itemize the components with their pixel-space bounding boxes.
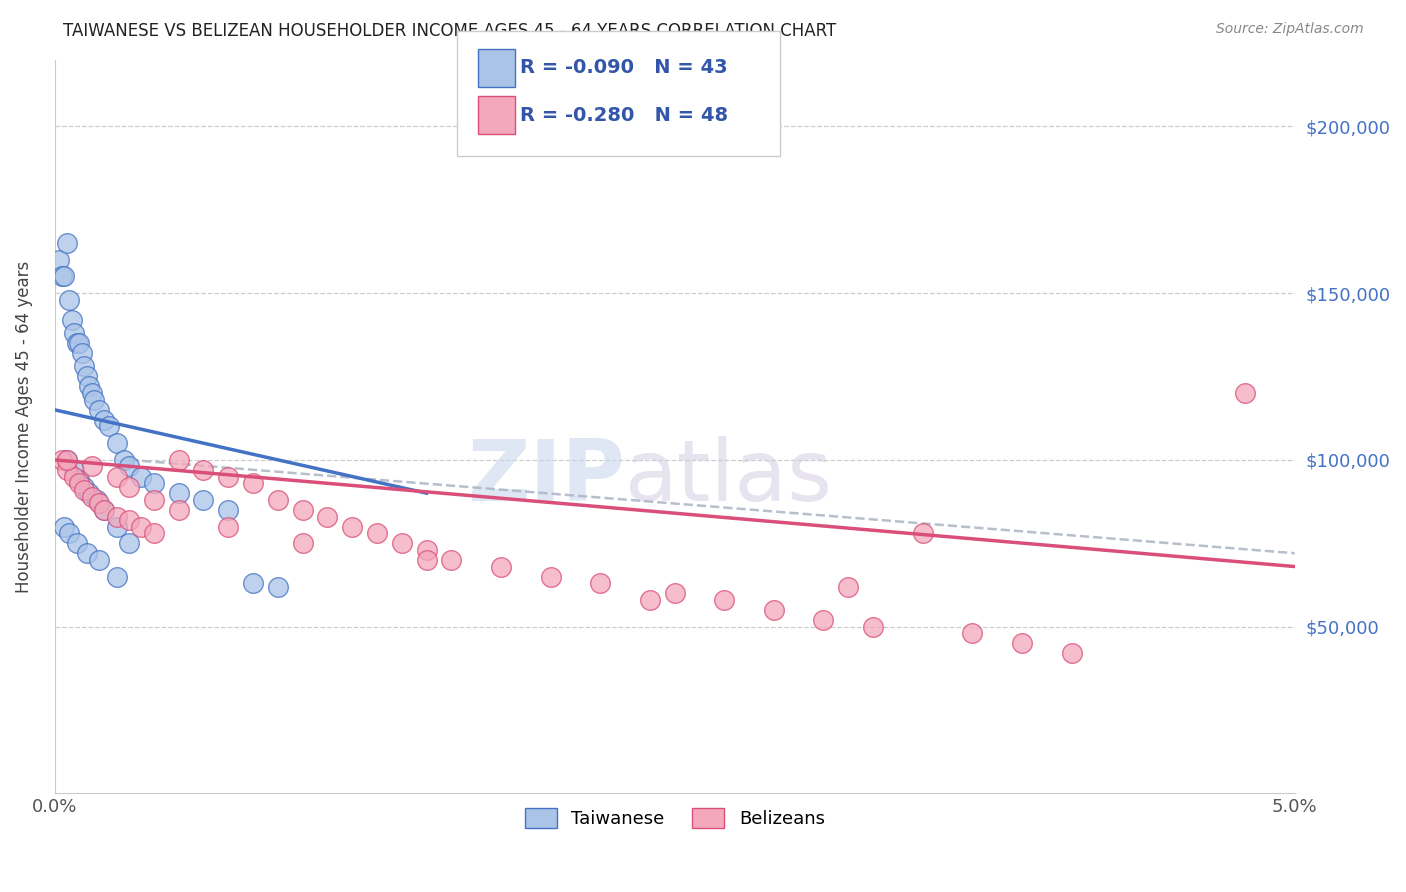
Text: R = -0.280   N = 48: R = -0.280 N = 48 <box>520 106 728 126</box>
Point <box>118 459 141 474</box>
Point <box>167 453 190 467</box>
Point <box>76 546 98 560</box>
Point <box>1060 646 1083 660</box>
Point <box>131 519 153 533</box>
Point <box>66 336 89 351</box>
Point <box>415 553 437 567</box>
Point <box>73 359 96 374</box>
Point <box>131 469 153 483</box>
Point <box>713 593 735 607</box>
Point <box>193 463 215 477</box>
Point <box>112 453 135 467</box>
Point <box>80 459 103 474</box>
Point <box>911 526 934 541</box>
Point <box>217 503 239 517</box>
Point <box>51 453 73 467</box>
Point <box>540 569 562 583</box>
Point <box>118 536 141 550</box>
Point <box>56 235 79 250</box>
Point <box>316 509 339 524</box>
Point <box>89 553 111 567</box>
Point <box>242 476 264 491</box>
Point <box>58 293 80 307</box>
Point <box>267 492 290 507</box>
Point <box>80 490 103 504</box>
Point <box>89 496 111 510</box>
Point <box>366 526 388 541</box>
Point <box>267 580 290 594</box>
Point <box>63 326 86 340</box>
Point <box>67 476 90 491</box>
Point <box>167 503 190 517</box>
Point <box>73 479 96 493</box>
Point <box>77 379 100 393</box>
Point <box>217 519 239 533</box>
Point <box>89 402 111 417</box>
Point <box>167 486 190 500</box>
Text: Source: ZipAtlas.com: Source: ZipAtlas.com <box>1216 22 1364 37</box>
Point <box>105 509 128 524</box>
Point <box>77 486 100 500</box>
Point <box>48 252 70 267</box>
Point <box>86 492 108 507</box>
Point <box>51 269 73 284</box>
Point <box>762 603 785 617</box>
Point <box>60 312 83 326</box>
Point <box>67 473 90 487</box>
Point <box>93 503 115 517</box>
Point <box>105 569 128 583</box>
Point <box>63 463 86 477</box>
Point <box>837 580 859 594</box>
Point <box>53 519 76 533</box>
Point <box>105 519 128 533</box>
Legend: Taiwanese, Belizeans: Taiwanese, Belizeans <box>517 800 832 836</box>
Point <box>105 469 128 483</box>
Point <box>489 559 512 574</box>
Point <box>53 269 76 284</box>
Point <box>589 576 612 591</box>
Point <box>142 492 165 507</box>
Point <box>56 453 79 467</box>
Point <box>1011 636 1033 650</box>
Point <box>813 613 835 627</box>
Point <box>76 369 98 384</box>
Point <box>291 536 314 550</box>
Point <box>193 492 215 507</box>
Point <box>391 536 413 550</box>
Text: R = -0.090   N = 43: R = -0.090 N = 43 <box>520 58 728 78</box>
Point <box>63 469 86 483</box>
Point <box>118 479 141 493</box>
Y-axis label: Householder Income Ages 45 - 64 years: Householder Income Ages 45 - 64 years <box>15 260 32 592</box>
Point <box>93 503 115 517</box>
Point <box>962 626 984 640</box>
Point <box>83 392 105 407</box>
Point <box>217 469 239 483</box>
Point <box>1234 386 1257 401</box>
Point <box>80 386 103 401</box>
Point <box>67 336 90 351</box>
Point <box>862 619 884 633</box>
Point <box>73 483 96 497</box>
Point <box>142 526 165 541</box>
Point <box>66 536 89 550</box>
Point <box>58 526 80 541</box>
Point <box>118 513 141 527</box>
Point <box>340 519 363 533</box>
Point <box>105 436 128 450</box>
Point <box>291 503 314 517</box>
Text: TAIWANESE VS BELIZEAN HOUSEHOLDER INCOME AGES 45 - 64 YEARS CORRELATION CHART: TAIWANESE VS BELIZEAN HOUSEHOLDER INCOME… <box>63 22 837 40</box>
Point <box>242 576 264 591</box>
Point <box>93 413 115 427</box>
Point <box>664 586 686 600</box>
Text: ZIP: ZIP <box>467 436 626 519</box>
Point <box>142 476 165 491</box>
Point <box>638 593 661 607</box>
Point <box>70 346 93 360</box>
Point <box>56 463 79 477</box>
Point <box>440 553 463 567</box>
Point <box>56 453 79 467</box>
Text: atlas: atlas <box>626 436 832 519</box>
Point <box>98 419 121 434</box>
Point <box>415 542 437 557</box>
